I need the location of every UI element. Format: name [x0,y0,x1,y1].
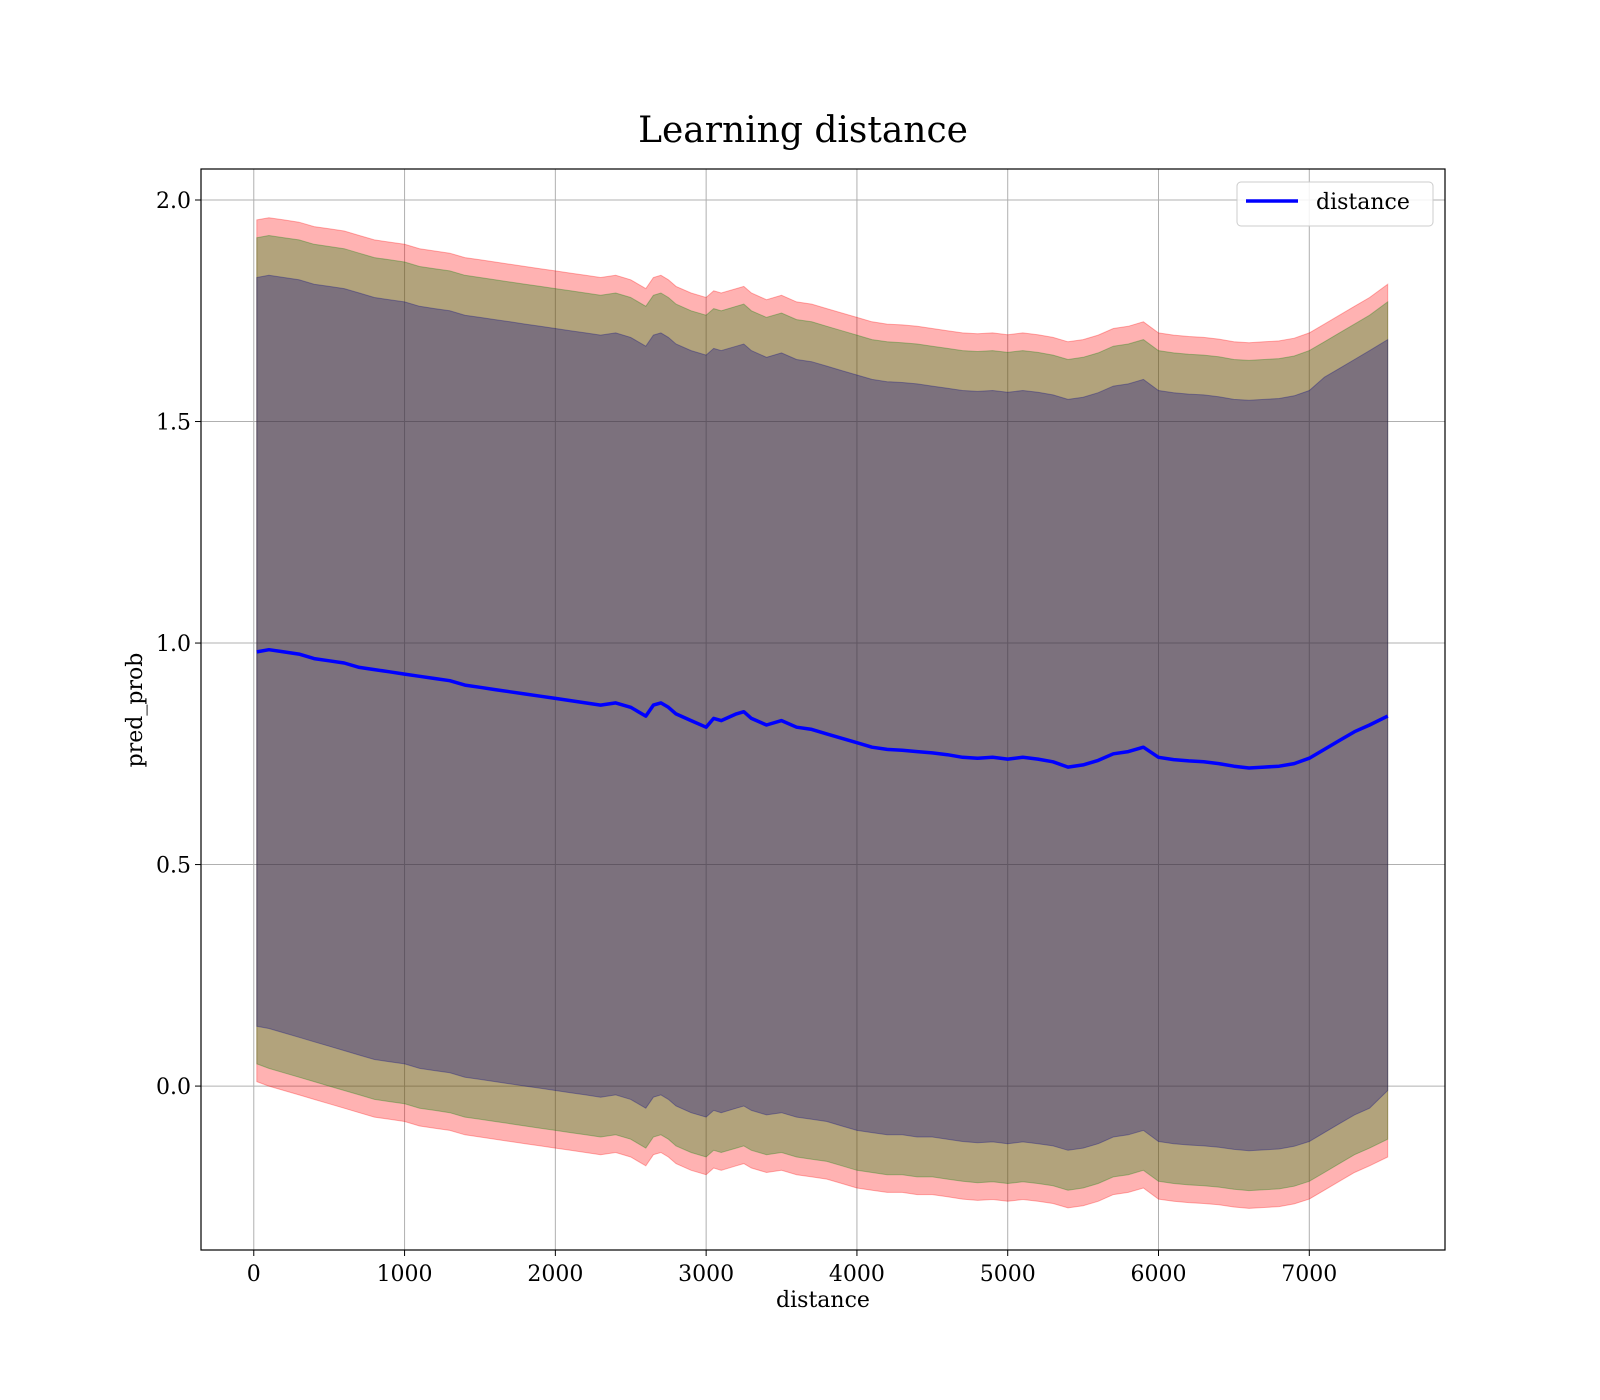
legend: distance [1236,181,1434,227]
x-tick-label: 3000 [678,1262,734,1287]
confidence-band-1 [256,234,1389,1192]
x-tick-label: 1000 [377,1262,433,1287]
x-tick-label: 2000 [527,1262,583,1287]
y-tick-label: 1.0 [156,632,191,657]
series-lines [256,647,1389,770]
legend-label: distance [1316,190,1410,215]
y-tick-label: 1.5 [156,411,191,436]
y-tick-label: 2.0 [156,189,191,214]
y-tick-label: 0.0 [156,1075,191,1100]
confidence-band-2 [256,274,1389,1152]
chart-title: Learning distance [638,110,968,151]
plot-frame [200,168,1446,1251]
plot-area [200,168,1446,1251]
legend-box [1236,181,1434,227]
x-tick-label: 4000 [829,1262,885,1287]
y-tick-label: 0.5 [156,854,191,879]
y-axis: 0.0 0.5 1.0 1.5 2.0 [156,189,201,1100]
confidence-bands [256,217,1389,1209]
series-line-0 [256,647,1389,770]
x-axis: 0 1000 2000 3000 4000 5000 6000 7000 [247,1250,1337,1287]
confidence-band-0 [256,217,1389,1209]
x-tick-label: 0 [247,1262,261,1287]
x-axis-label: distance [776,1288,870,1313]
x-tick-label: 6000 [1131,1262,1187,1287]
y-axis-label: pred_prob [123,653,148,768]
x-tick-label: 5000 [980,1262,1036,1287]
x-tick-label: 7000 [1281,1262,1337,1287]
